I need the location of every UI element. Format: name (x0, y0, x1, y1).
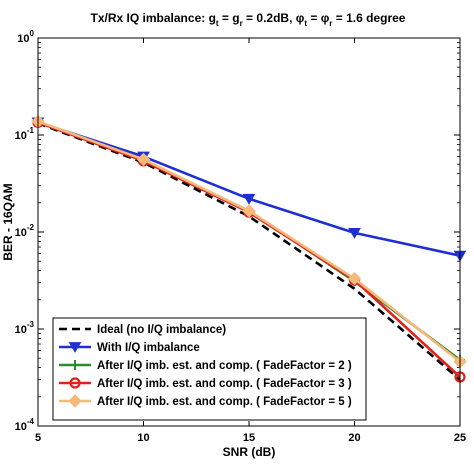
x-tick-label: 20 (348, 432, 360, 444)
legend-label: After I/Q imb. est. and comp. ( FadeFact… (97, 360, 352, 372)
y-tick-label: 10-3 (15, 320, 35, 336)
legend-label: Ideal (no I/Q imbalance) (97, 324, 226, 336)
legend-label: After I/Q imb. est. and comp. ( FadeFact… (97, 396, 352, 408)
legend-swatch-marker (69, 377, 81, 389)
data-point (242, 193, 256, 205)
x-axis-label: SNR (dB) (223, 445, 276, 459)
legend-swatch-marker (68, 394, 82, 408)
y-tick-label: 10-4 (15, 417, 35, 433)
x-tick-label: 25 (454, 432, 466, 444)
y-tick-label: 100 (17, 29, 34, 45)
legend-label: After I/Q imb. est. and comp. ( FadeFact… (97, 378, 352, 390)
x-tick-label: 15 (243, 432, 255, 444)
series-line (37, 121, 461, 257)
legend-swatch-marker (68, 342, 82, 353)
legend-swatch-marker (70, 360, 80, 370)
chart-title: Tx/Rx IQ imbalance: gt = gr = 0.2dB, φt … (91, 11, 406, 28)
legend-box (52, 317, 367, 421)
y-tick-label: 10-2 (15, 223, 35, 239)
series-line (37, 122, 461, 381)
x-tick-label: 10 (137, 432, 149, 444)
data-point (136, 152, 151, 167)
legend-label: With I/Q imbalance (97, 342, 200, 354)
data-point (348, 227, 361, 239)
x-tick-label: 5 (35, 432, 41, 444)
series-5 (31, 114, 467, 369)
plot-frame (37, 37, 461, 427)
series-1 (37, 122, 461, 381)
data-point (347, 271, 362, 286)
series-2 (31, 117, 467, 262)
y-tick-label: 10-1 (15, 126, 35, 142)
data-point (242, 204, 256, 218)
legend: Ideal (no I/Q imbalance) With I/Q imbalan… (52, 317, 367, 421)
y-axis-label: BER - 16QAM (1, 183, 15, 260)
